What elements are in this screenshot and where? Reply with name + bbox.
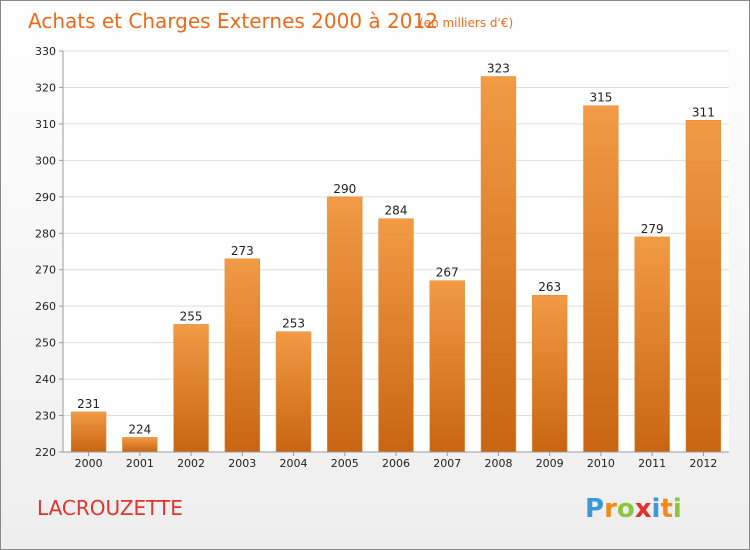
bar bbox=[378, 218, 414, 453]
y-axis: 220 230 240 250 260 270 280 290 300 310 320 330 bbox=[35, 45, 63, 459]
y-tick-label: 230 bbox=[35, 410, 56, 423]
x-axis: 2000 2001 2002 2003 2004 2005 2006 2007 2008 2009… bbox=[75, 452, 717, 470]
data-label: 263 bbox=[538, 280, 561, 294]
data-label: 323 bbox=[487, 62, 510, 76]
bar bbox=[532, 294, 568, 453]
y-tick-label: 290 bbox=[35, 191, 56, 204]
bar bbox=[685, 120, 722, 453]
x-tick-label: 2001 bbox=[126, 457, 154, 470]
bar bbox=[224, 258, 260, 453]
data-label: 255 bbox=[180, 309, 203, 323]
data-label: 253 bbox=[282, 317, 305, 331]
svg-text:Proxiti: Proxiti bbox=[585, 494, 682, 524]
y-tick-label: 250 bbox=[35, 337, 56, 350]
x-tick-label: 2007 bbox=[433, 457, 461, 470]
x-tick-label: 2000 bbox=[75, 457, 103, 470]
y-tick-label: 310 bbox=[35, 118, 56, 131]
x-tick-label: 2009 bbox=[536, 457, 564, 470]
data-label: 231 bbox=[77, 397, 100, 411]
x-tick-label: 2008 bbox=[484, 457, 512, 470]
bar bbox=[429, 280, 465, 453]
bar bbox=[275, 331, 312, 453]
y-tick-label: 240 bbox=[35, 373, 56, 386]
data-label: 273 bbox=[231, 244, 254, 258]
x-tick-label: 2005 bbox=[331, 457, 359, 470]
bars: 231 224 255 273 253 290 284 267 323 263 315 279 311 bbox=[70, 62, 722, 453]
x-tick-label: 2006 bbox=[382, 457, 410, 470]
x-tick-label: 2012 bbox=[689, 457, 717, 470]
y-tick-label: 270 bbox=[35, 264, 56, 277]
y-tick-label: 280 bbox=[35, 227, 56, 240]
chart-subtitle: (en milliers d'€) bbox=[419, 16, 513, 30]
data-label: 315 bbox=[589, 91, 612, 105]
bar bbox=[583, 105, 619, 453]
bar bbox=[327, 196, 363, 453]
y-tick-label: 260 bbox=[35, 300, 56, 313]
bar bbox=[173, 324, 209, 453]
proxiti-logo-icon: Proxiti bbox=[585, 494, 682, 524]
y-tick-label: 300 bbox=[35, 154, 56, 167]
bar bbox=[122, 437, 158, 453]
bar bbox=[70, 411, 107, 453]
data-label: 224 bbox=[128, 422, 151, 436]
bar bbox=[480, 76, 517, 453]
x-tick-label: 2010 bbox=[587, 457, 615, 470]
y-tick-label: 220 bbox=[35, 446, 56, 459]
data-label: 284 bbox=[385, 204, 408, 218]
x-tick-label: 2003 bbox=[228, 457, 256, 470]
data-label: 279 bbox=[641, 222, 664, 236]
chart-title: Achats et Charges Externes 2000 à 2012 bbox=[28, 9, 438, 33]
commune-name: LACROUZETTE bbox=[37, 496, 183, 520]
data-label: 311 bbox=[692, 105, 715, 119]
data-label: 267 bbox=[436, 266, 459, 280]
x-tick-label: 2002 bbox=[177, 457, 205, 470]
y-tick-label: 320 bbox=[35, 81, 56, 94]
y-tick-label: 330 bbox=[35, 45, 56, 58]
data-label: 290 bbox=[333, 182, 356, 196]
bar bbox=[634, 236, 670, 453]
x-tick-label: 2011 bbox=[638, 457, 666, 470]
x-tick-label: 2004 bbox=[280, 457, 308, 470]
